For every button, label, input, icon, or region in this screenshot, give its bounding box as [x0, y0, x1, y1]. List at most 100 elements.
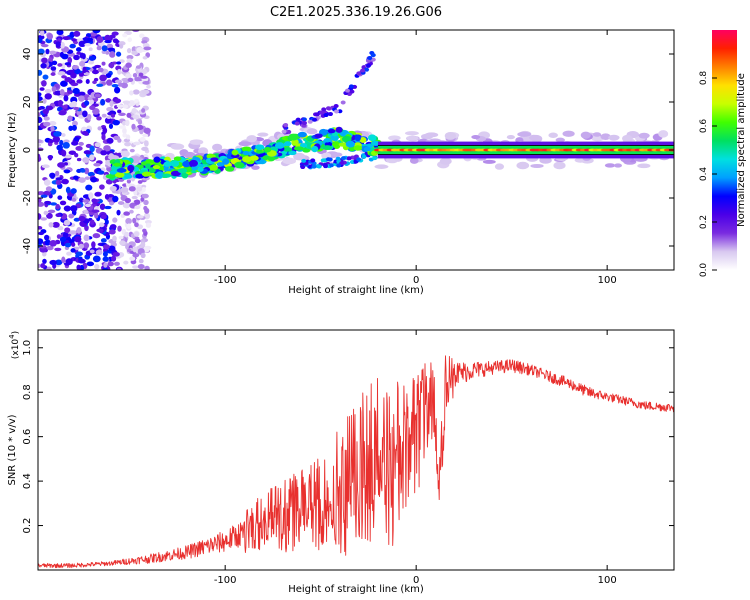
noise-speck — [128, 101, 136, 107]
colorbar-tick-label: 0.0 — [699, 263, 709, 278]
noise-speck — [61, 256, 66, 263]
noise-speck — [43, 121, 51, 127]
noise-speck — [38, 191, 45, 196]
noise-speck — [83, 209, 89, 214]
signal-speck — [231, 149, 239, 156]
noise-speck — [97, 170, 105, 175]
noise-speck — [75, 251, 83, 257]
noise-speck — [62, 104, 68, 109]
noise-speck — [91, 209, 100, 213]
noise-speck — [143, 140, 149, 147]
halo-speck — [409, 157, 419, 164]
noise-speck — [50, 66, 57, 71]
signal-speck — [359, 136, 367, 144]
noise-speck — [118, 82, 123, 87]
halo-speck — [622, 134, 633, 143]
noise-speck — [76, 79, 83, 84]
noise-speck — [107, 47, 116, 52]
noise-speck — [140, 241, 146, 248]
noise-speck — [78, 95, 85, 102]
noise-speck — [125, 62, 132, 68]
halo-speck — [530, 163, 544, 168]
noise-speck — [69, 43, 76, 49]
upper-branch-speck — [314, 112, 320, 117]
signal-speck — [327, 128, 336, 134]
noise-speck — [90, 176, 98, 183]
lower-branch-speck — [323, 164, 329, 169]
halo-speck — [637, 163, 651, 169]
noise-speck — [83, 72, 90, 76]
noise-speck — [76, 109, 84, 117]
noise-speck — [99, 203, 106, 210]
noise-speck — [81, 126, 88, 132]
noise-speck — [44, 93, 52, 100]
halo-speck — [406, 135, 419, 141]
noise-speck — [52, 135, 61, 143]
noise-speck — [133, 141, 141, 146]
halo-speck — [638, 132, 650, 139]
noise-speck — [82, 157, 90, 164]
noise-speck — [103, 145, 111, 152]
noise-speck — [122, 33, 128, 38]
noise-speck — [68, 150, 77, 155]
upper-branch-speck — [319, 110, 325, 115]
noise-speck — [74, 236, 82, 243]
signal-speck — [234, 161, 244, 169]
noise-speck — [132, 217, 137, 224]
noise-speck — [71, 242, 76, 247]
noise-speck — [65, 186, 71, 194]
signal-speck — [353, 145, 363, 151]
noise-speck — [64, 77, 73, 83]
halo-speck — [471, 134, 481, 140]
noise-speck — [105, 98, 112, 103]
noise-speck — [134, 205, 141, 210]
noise-speck — [146, 84, 151, 89]
noise-speck — [117, 68, 122, 75]
noise-speck — [140, 184, 147, 189]
noise-speck — [75, 47, 82, 52]
noise-speck — [50, 72, 56, 76]
halo-speck — [120, 150, 130, 158]
upper-branch-speck — [340, 100, 346, 105]
signal-speck — [299, 143, 308, 148]
lower-branch-speck — [361, 154, 367, 159]
noise-speck — [48, 139, 54, 144]
noise-speck — [129, 209, 134, 214]
noise-speck — [61, 133, 66, 137]
noise-speck — [78, 177, 86, 183]
lower-branch-speck — [340, 156, 346, 161]
signal-speck — [209, 164, 218, 171]
signal-speck — [345, 140, 355, 148]
noise-speck — [117, 225, 122, 232]
noise-speck — [42, 108, 49, 115]
noise-speck — [135, 65, 142, 69]
noise-speck — [84, 167, 90, 175]
signal-speck — [341, 135, 352, 143]
halo-speck — [184, 151, 196, 159]
signal-speck — [241, 146, 252, 152]
signal-speck — [274, 142, 285, 149]
upper-branch-speck — [312, 117, 318, 122]
noise-speck — [73, 175, 79, 180]
noise-speck — [118, 112, 126, 116]
noise-speck — [116, 104, 124, 108]
noise-speck — [144, 219, 152, 225]
noise-speck — [96, 116, 102, 121]
noise-speck — [112, 251, 120, 257]
noise-speck — [119, 43, 124, 49]
y-tick-label: 0 — [22, 147, 33, 153]
halo-speck — [528, 134, 539, 141]
signal-speck — [216, 162, 225, 167]
noise-speck — [44, 200, 52, 205]
noise-speck — [93, 77, 99, 82]
y-tick-label: 0.2 — [22, 518, 33, 534]
noise-speck — [38, 238, 44, 245]
noise-speck — [46, 105, 54, 111]
noise-speck — [53, 131, 61, 137]
noise-speck — [49, 240, 57, 247]
noise-speck — [140, 197, 145, 202]
y-tick-label: 0.6 — [22, 429, 33, 445]
noise-speck — [100, 150, 107, 156]
noise-speck — [131, 123, 136, 130]
noise-speck — [102, 251, 108, 257]
